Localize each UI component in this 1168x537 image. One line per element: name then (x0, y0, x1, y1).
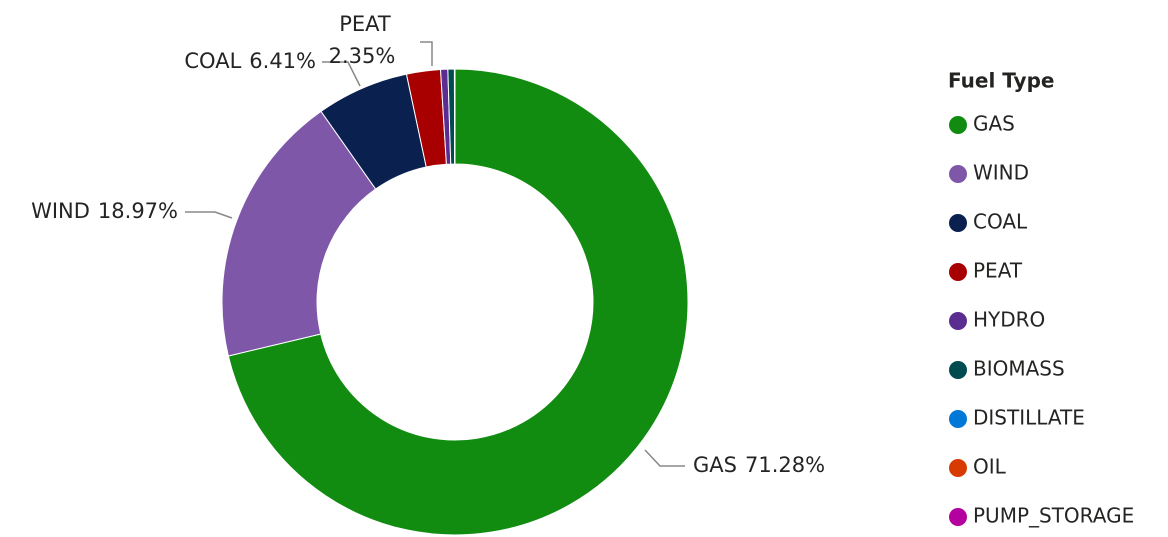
leader-line (420, 41, 433, 66)
legend-marker (949, 165, 967, 183)
legend-marker (949, 116, 967, 134)
leader-line (185, 211, 233, 219)
legend-marker (949, 459, 967, 477)
label-category: WIND (31, 199, 90, 223)
legend-label: PEAT (973, 259, 1023, 283)
leader-line (322, 61, 361, 87)
legend-marker (949, 214, 967, 232)
legend-label: WIND (973, 161, 1029, 185)
legend-marker (949, 361, 967, 379)
label-category: GAS (693, 453, 737, 477)
legend-label: PUMP_STORAGE (973, 504, 1134, 528)
legend-label: GAS (973, 112, 1015, 136)
slice (221, 110, 377, 357)
legend-label: COAL (973, 210, 1028, 234)
legend-label: DISTILLATE (973, 406, 1085, 430)
label-value: 18.97% (98, 199, 178, 223)
data-label: GAS 71.28% (693, 453, 825, 477)
legend-title: Fuel Type (948, 69, 1054, 93)
legend-label: OIL (973, 455, 1007, 479)
label-category: COAL (184, 49, 241, 73)
slice (227, 68, 689, 536)
legend-label: BIOMASS (973, 357, 1065, 381)
legend-label: HYDRO (973, 308, 1045, 332)
legend-marker (949, 508, 967, 526)
leader-line (644, 449, 685, 467)
data-label: WIND 18.97% (31, 199, 178, 223)
label-value: 6.41% (249, 49, 316, 73)
legend-marker (949, 312, 967, 330)
data-label: COAL 6.41% (184, 49, 316, 73)
legend-marker (949, 410, 967, 428)
legend-marker (949, 263, 967, 281)
label-value: 71.28% (745, 453, 825, 477)
label-category: PEAT (339, 12, 391, 36)
label-value: 2.35% (329, 44, 396, 68)
